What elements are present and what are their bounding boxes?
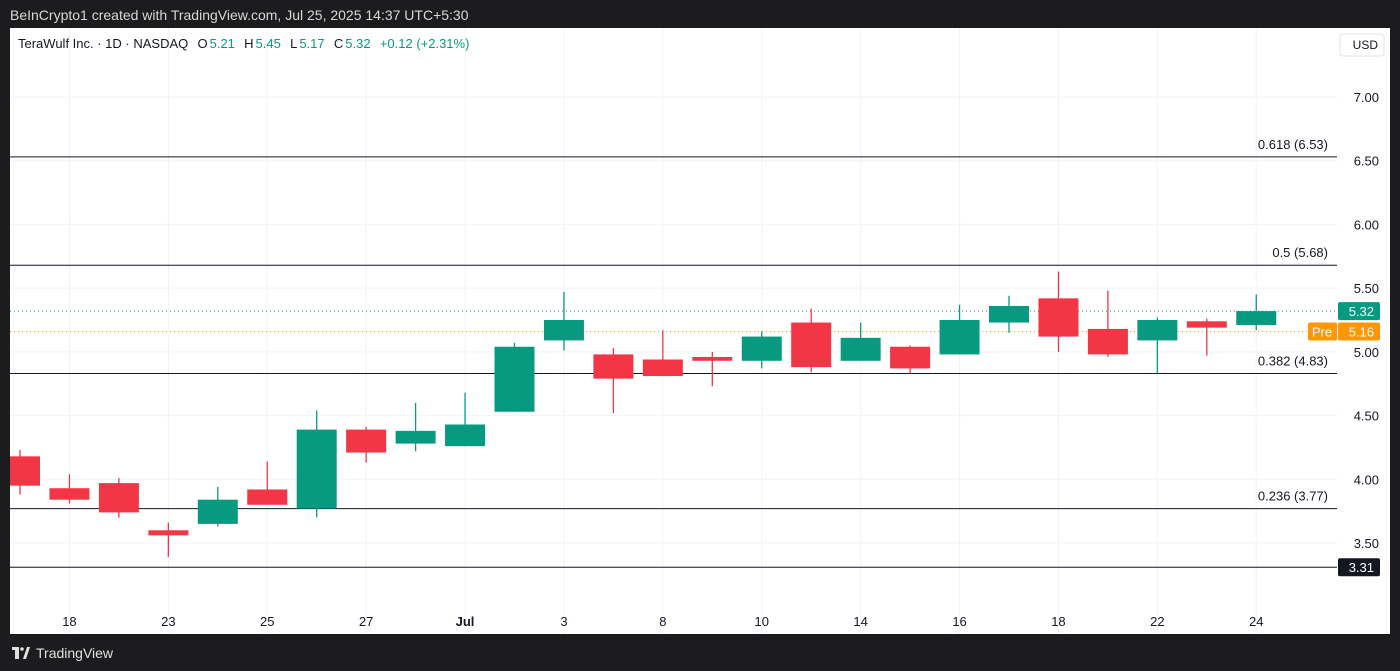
low-label: L bbox=[290, 36, 298, 51]
candle-body-down bbox=[791, 322, 832, 368]
x-tick-label: 16 bbox=[952, 614, 966, 629]
fib-level-label: 0.5 (5.68) bbox=[1272, 245, 1328, 260]
pre-market-tag-label: Pre bbox=[1312, 324, 1332, 339]
pre-market-price-tag bbox=[1338, 322, 1380, 341]
fib-level-label: 0.618 (6.53) bbox=[1258, 137, 1328, 152]
candle-body-up bbox=[840, 337, 881, 361]
candle-body-down bbox=[593, 354, 634, 379]
x-tick-label: 18 bbox=[1051, 614, 1065, 629]
low-level-tag bbox=[1338, 558, 1380, 577]
low-level-value: 3.31 bbox=[1349, 560, 1374, 575]
candle-body-up bbox=[395, 430, 436, 444]
candle-body-down bbox=[692, 356, 733, 361]
y-tick-label: 4.00 bbox=[1354, 472, 1379, 487]
candle-body-up bbox=[989, 305, 1029, 323]
attribution-text: BeInCrypto1 created with TradingView.com… bbox=[10, 7, 469, 23]
candle-body-down bbox=[1186, 321, 1227, 328]
chart-panel[interactable]: 0.618 (6.53) 0.5 (5.68) 0.382 (4.83) 0.236 … bbox=[0, 28, 1390, 634]
candle-body-up bbox=[939, 320, 980, 355]
x-tick-label: 18 bbox=[62, 614, 76, 629]
last-price-value: 5.32 bbox=[1349, 304, 1374, 319]
y-tick-label: 5.50 bbox=[1354, 281, 1379, 296]
x-tick-label: 14 bbox=[853, 614, 867, 629]
y-tick-label: 4.50 bbox=[1354, 409, 1379, 424]
close-label: C bbox=[333, 36, 344, 51]
candle-body-down bbox=[1087, 328, 1128, 355]
x-tick-label: 3 bbox=[560, 614, 567, 629]
footer-bar: TradingView bbox=[0, 634, 1400, 671]
x-tick-label: 25 bbox=[260, 614, 274, 629]
open-label: O bbox=[197, 36, 208, 51]
candle-body-down bbox=[0, 456, 40, 486]
candle-body-down bbox=[890, 346, 931, 369]
y-tick-label: 6.50 bbox=[1354, 154, 1379, 169]
change-value: +0.12 (+2.31%) bbox=[379, 36, 470, 51]
candle-body-up bbox=[445, 424, 486, 447]
candle-body-down bbox=[49, 488, 90, 500]
candle-body-up bbox=[543, 320, 584, 341]
pre-market-tag bbox=[1308, 322, 1337, 341]
candle-body-down bbox=[346, 429, 387, 453]
x-tick-label: Jul bbox=[456, 614, 475, 629]
y-tick-label: 5.00 bbox=[1354, 345, 1379, 360]
high-value: 5.45 bbox=[255, 36, 281, 51]
low-value: 5.17 bbox=[299, 36, 325, 51]
x-tick-label: 24 bbox=[1249, 614, 1263, 629]
x-tick-label: 10 bbox=[755, 614, 769, 629]
currency-button bbox=[1339, 33, 1385, 57]
candle-body-down bbox=[642, 359, 683, 377]
x-tick-label: 8 bbox=[659, 614, 666, 629]
candle-body-up bbox=[741, 336, 782, 361]
candle-body-down bbox=[247, 489, 288, 505]
fib-level-label: 0.382 (4.83) bbox=[1258, 354, 1328, 369]
pre-market-value: 5.16 bbox=[1349, 324, 1374, 339]
fib-level-label: 0.236 (3.77) bbox=[1258, 489, 1328, 504]
brand-name: TradingView bbox=[36, 645, 114, 661]
open-value: 5.21 bbox=[209, 36, 235, 51]
attribution-bar: BeInCrypto1 created with TradingView.com… bbox=[0, 0, 1400, 28]
candle-body-up bbox=[1236, 311, 1277, 326]
candle-body-down bbox=[1038, 298, 1079, 337]
tradingview-logo: TradingView bbox=[12, 645, 113, 661]
candle-body-up bbox=[1137, 320, 1178, 341]
close-value: 5.32 bbox=[345, 36, 371, 51]
candle-body-up bbox=[197, 499, 238, 524]
symbol-legend: TeraWulf Inc. · 1D · NASDAQ O 5.21 H 5.45 … bbox=[18, 36, 471, 51]
x-tick-label: 23 bbox=[161, 614, 175, 629]
candle-body-down bbox=[98, 483, 139, 513]
tradingview-logo-icon bbox=[12, 647, 30, 659]
candle-body-up bbox=[494, 346, 535, 412]
last-price-tag bbox=[1338, 302, 1380, 321]
y-tick-label: 7.00 bbox=[1354, 90, 1379, 105]
y-tick-label: 6.00 bbox=[1354, 217, 1379, 232]
candle-body-down bbox=[148, 530, 189, 536]
candlestick-chart[interactable]: 0.618 (6.53) 0.5 (5.68) 0.382 (4.83) 0.236 … bbox=[0, 28, 1390, 634]
y-tick-label: 3.50 bbox=[1354, 536, 1379, 551]
x-tick-label: 22 bbox=[1150, 614, 1164, 629]
currency-label: USD bbox=[1353, 38, 1379, 52]
high-label: H bbox=[244, 36, 254, 51]
candle-body-up bbox=[296, 429, 337, 509]
x-tick-label: 27 bbox=[359, 614, 373, 629]
symbol-name: TeraWulf Inc. · 1D · NASDAQ bbox=[18, 36, 189, 51]
